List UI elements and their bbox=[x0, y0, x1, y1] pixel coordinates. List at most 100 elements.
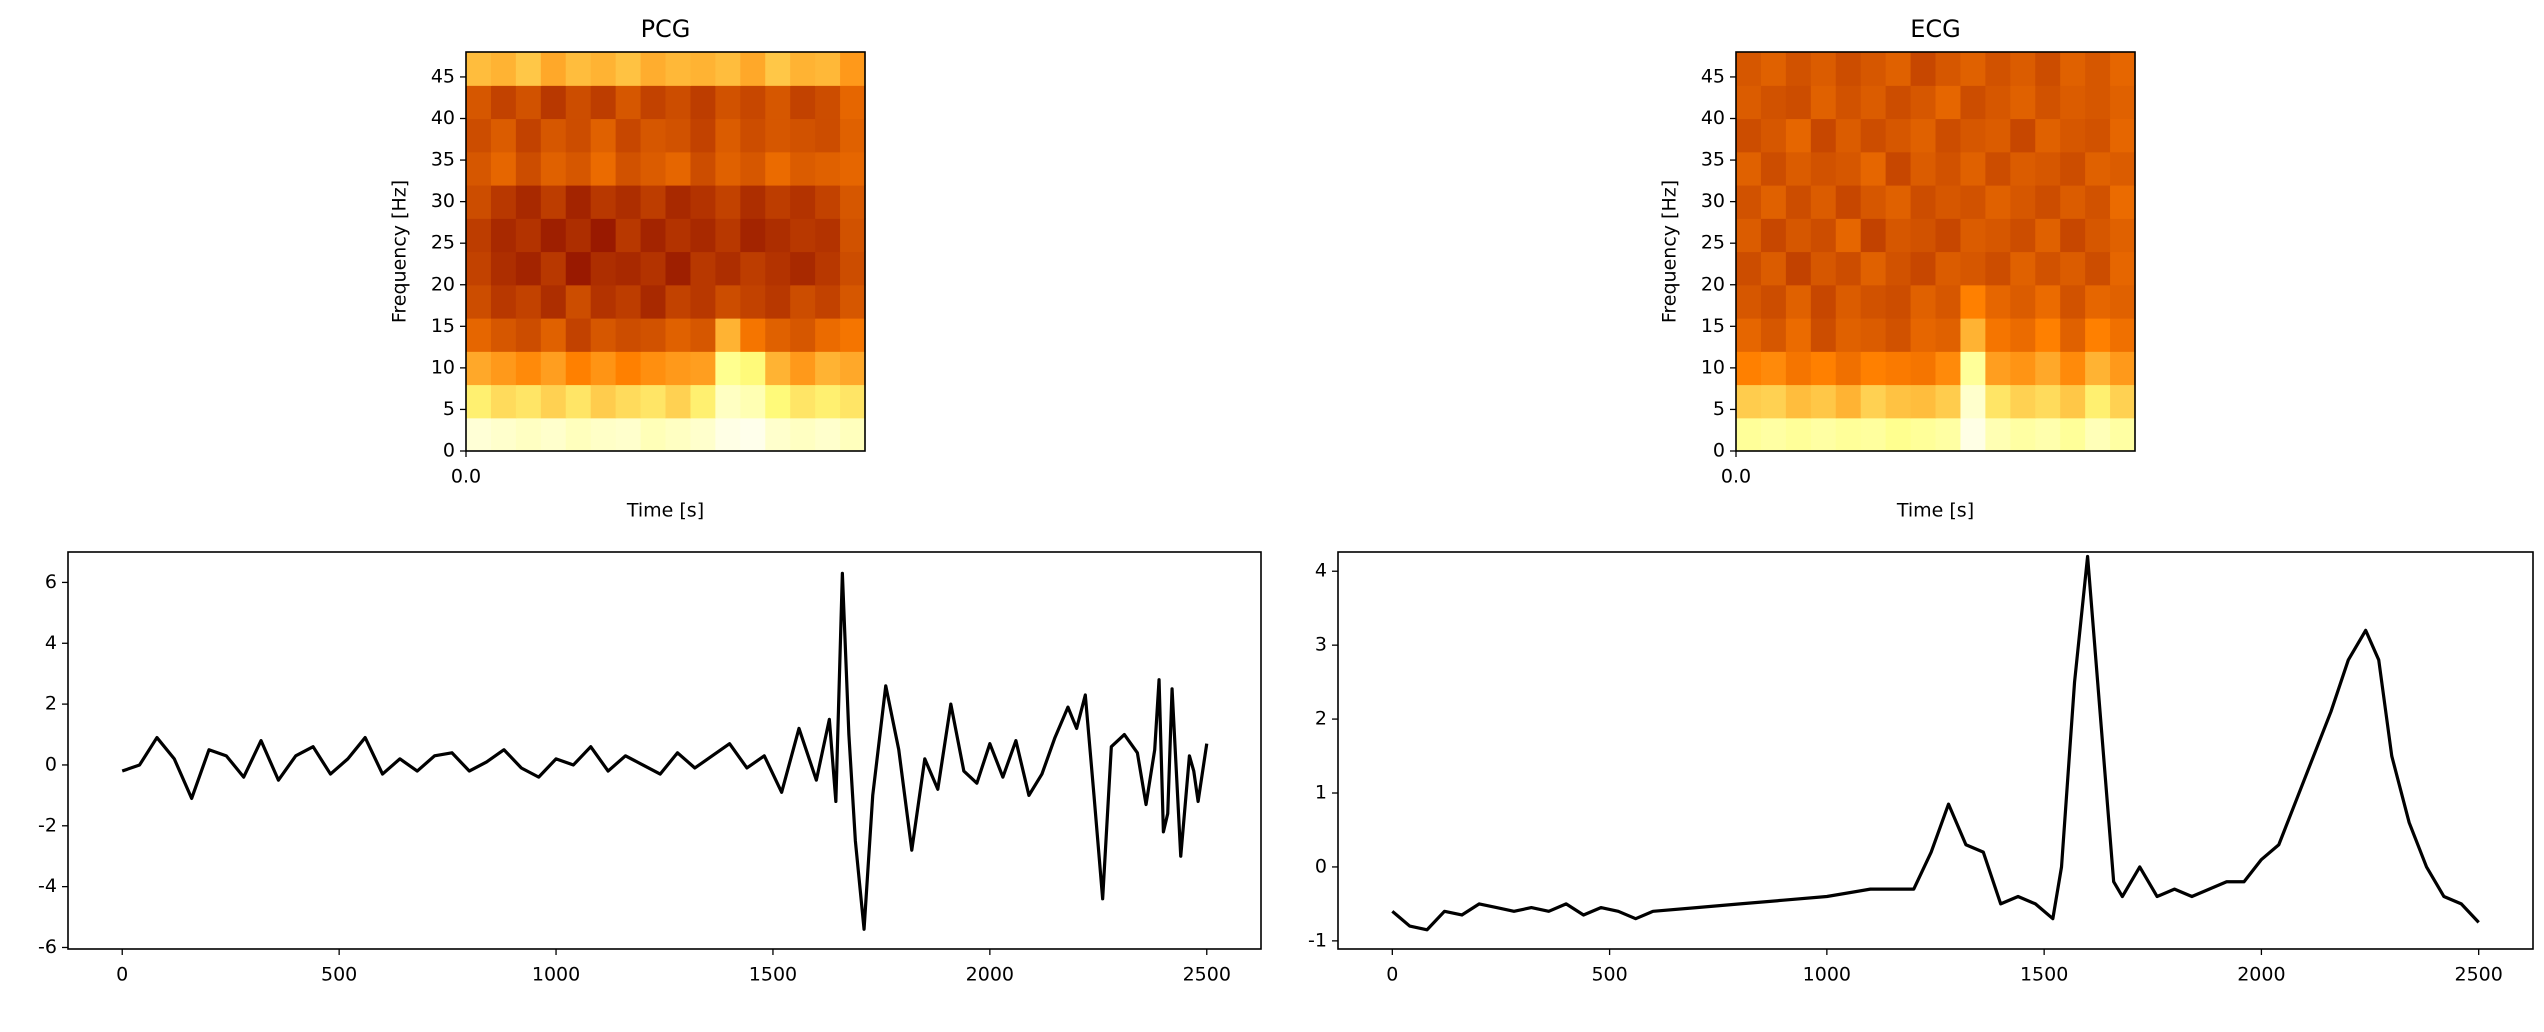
heat-cell bbox=[515, 251, 542, 286]
heat-cell bbox=[540, 284, 567, 319]
heat-cell bbox=[1960, 218, 1986, 253]
heat-cell bbox=[740, 218, 766, 253]
heat-cell bbox=[2110, 318, 2136, 352]
heat-cell bbox=[1985, 218, 2011, 253]
heat-cell bbox=[1736, 417, 1762, 452]
heat-cell bbox=[640, 185, 667, 219]
heat-cell bbox=[1835, 52, 1862, 86]
heat-cell bbox=[2110, 417, 2136, 452]
heat-cell bbox=[1736, 185, 1762, 219]
x-tick-label: 2000 bbox=[2237, 964, 2285, 986]
heat-cell bbox=[1985, 118, 2011, 153]
heat-cell bbox=[1785, 85, 1812, 120]
heat-cell bbox=[1960, 185, 1986, 219]
heat-cell bbox=[590, 284, 617, 319]
heat-cell bbox=[2010, 85, 2036, 120]
x-tick-label: 1500 bbox=[2020, 964, 2068, 986]
heat-cell bbox=[690, 417, 716, 452]
heat-cell bbox=[1910, 417, 1937, 452]
heat-cell bbox=[1985, 85, 2011, 120]
heat-cell bbox=[1960, 52, 1986, 86]
heat-cell bbox=[1935, 384, 1962, 419]
heat-cell bbox=[466, 85, 492, 120]
heat-cell bbox=[840, 151, 866, 186]
heat-cell bbox=[1810, 118, 1837, 153]
heat-cell bbox=[2035, 218, 2061, 253]
heat-cell bbox=[1736, 151, 1762, 186]
heat-cell bbox=[1785, 218, 1812, 253]
heat-cell bbox=[2060, 118, 2086, 153]
heat-cell bbox=[690, 85, 716, 120]
heat-cell bbox=[840, 251, 866, 286]
heat-cell bbox=[1810, 151, 1837, 186]
heat-cell bbox=[540, 318, 567, 352]
heat-cell bbox=[790, 351, 816, 386]
heat-cell bbox=[615, 118, 642, 153]
y-tick-label: 15 bbox=[431, 315, 455, 337]
heat-cell bbox=[1835, 85, 1862, 120]
heat-cell bbox=[765, 384, 791, 419]
y-tick-label: 25 bbox=[431, 232, 455, 254]
y-tick-label: -2 bbox=[38, 814, 57, 836]
heat-cell bbox=[740, 151, 766, 186]
heat-cell bbox=[1935, 185, 1962, 219]
heat-cell bbox=[1760, 151, 1787, 186]
y-tick-label: 3 bbox=[1315, 634, 1327, 656]
y-axis-label: Frequency [Hz] bbox=[1659, 180, 1681, 323]
heat-cell bbox=[1910, 318, 1937, 352]
heat-cell bbox=[840, 384, 866, 419]
y-tick-label: 0 bbox=[1315, 855, 1327, 877]
heat-cell bbox=[690, 284, 716, 319]
heat-cell bbox=[1910, 351, 1937, 386]
heat-cell bbox=[2110, 85, 2136, 120]
x-tick-label: 2500 bbox=[1183, 964, 1231, 986]
heat-cell bbox=[715, 417, 741, 452]
heat-cell bbox=[1835, 384, 1862, 419]
heat-cell bbox=[640, 52, 667, 86]
heat-cell bbox=[2110, 185, 2136, 219]
y-tick-label: 45 bbox=[1701, 65, 1725, 87]
heat-cell bbox=[665, 251, 692, 286]
heat-cell bbox=[565, 351, 592, 386]
heat-cell bbox=[815, 151, 841, 186]
heat-cell bbox=[2085, 185, 2111, 219]
heat-cell bbox=[1785, 52, 1812, 86]
heat-cell bbox=[1860, 284, 1887, 319]
heat-cell bbox=[515, 185, 542, 219]
heat-cell bbox=[840, 118, 866, 153]
heat-cell bbox=[790, 118, 816, 153]
heat-cell bbox=[1785, 284, 1812, 319]
heat-cell bbox=[2085, 151, 2111, 186]
heat-cell bbox=[815, 118, 841, 153]
heat-cell bbox=[1736, 118, 1762, 153]
x-tick-label: 0.0 bbox=[451, 466, 481, 488]
heat-cell bbox=[790, 52, 816, 86]
heat-cell bbox=[1736, 284, 1762, 319]
heat-cell bbox=[2035, 118, 2061, 153]
y-tick-label: 25 bbox=[1701, 232, 1725, 254]
heat-cell bbox=[640, 251, 667, 286]
heat-cell bbox=[1910, 151, 1937, 186]
heat-cell bbox=[490, 417, 517, 452]
heat-cell bbox=[765, 185, 791, 219]
heat-cell bbox=[565, 251, 592, 286]
heat-cell bbox=[2010, 351, 2036, 386]
heat-cell bbox=[690, 351, 716, 386]
heat-cell bbox=[715, 351, 741, 386]
heat-cell bbox=[565, 384, 592, 419]
heat-cell bbox=[740, 417, 766, 452]
heat-cell bbox=[1885, 251, 1912, 286]
heat-cell bbox=[665, 185, 692, 219]
heat-cell bbox=[2010, 318, 2036, 352]
heat-cell bbox=[615, 85, 642, 120]
heat-cell bbox=[1760, 185, 1787, 219]
heat-cell bbox=[490, 384, 517, 419]
heat-cell bbox=[2110, 251, 2136, 286]
heat-cell bbox=[765, 85, 791, 120]
heat-cell bbox=[1860, 318, 1887, 352]
heat-cell bbox=[515, 384, 542, 419]
heat-cell bbox=[715, 85, 741, 120]
heat-cell bbox=[1785, 318, 1812, 352]
heat-cell bbox=[765, 118, 791, 153]
plot-frame bbox=[1735, 51, 2136, 452]
